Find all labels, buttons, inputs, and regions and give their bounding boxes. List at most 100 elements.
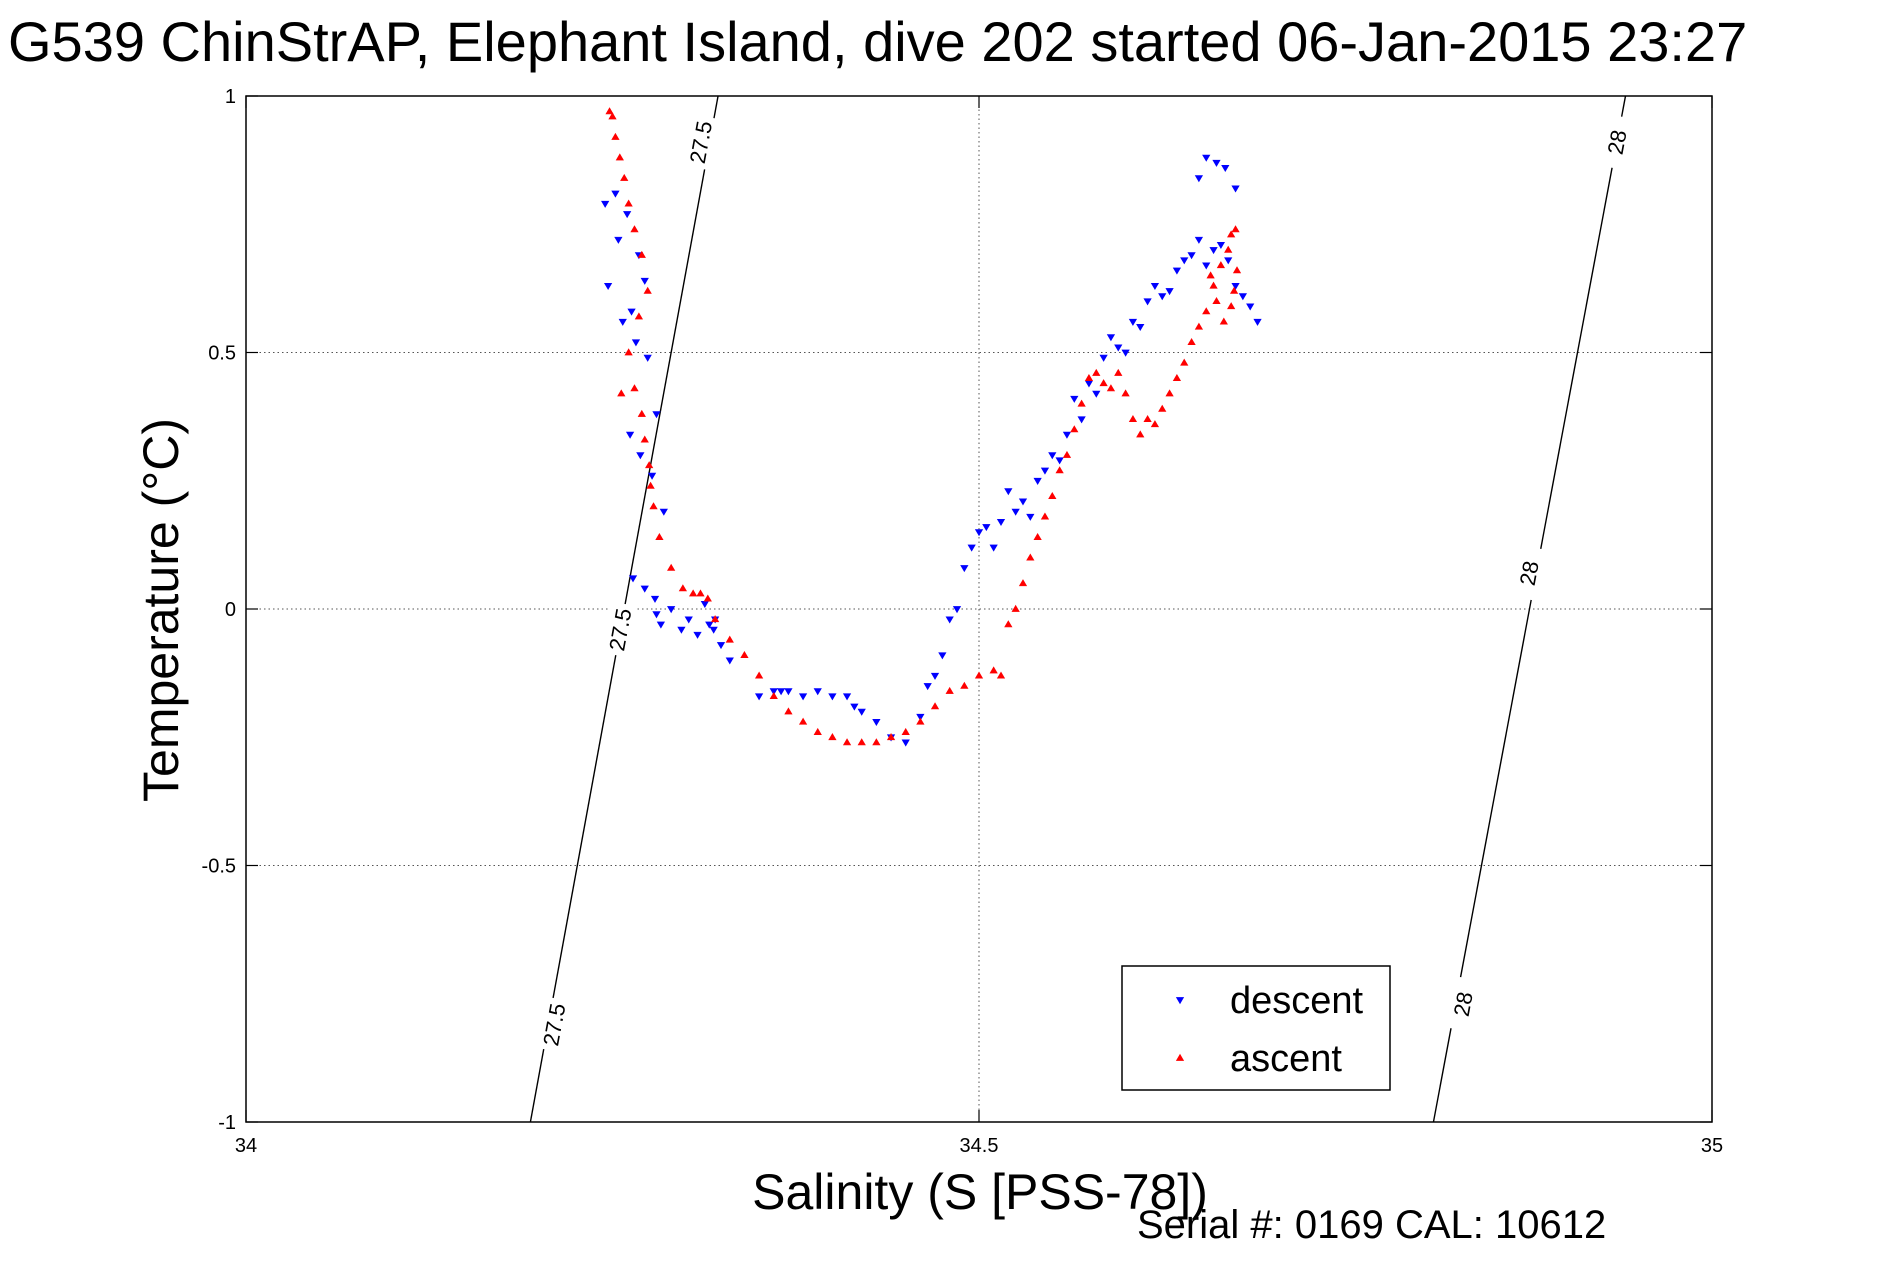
- descent-point: [754, 693, 764, 701]
- density-contour-labels: 27.5 27.5 27.5 28 28 28: [536, 114, 1635, 1053]
- descent-point: [1055, 457, 1064, 465]
- descent-point: [1062, 431, 1072, 439]
- ascent-point: [643, 286, 652, 294]
- descent-point: [1070, 395, 1079, 403]
- x-axis-label: Salinity (S [PSS-78]): [752, 1164, 1208, 1220]
- ascent-point: [1033, 532, 1042, 541]
- x-tick-label: 35: [1701, 1135, 1723, 1157]
- ascent-point: [857, 738, 866, 746]
- ascent-point: [1143, 414, 1152, 423]
- ascent-point: [813, 727, 822, 735]
- ascent-point: [608, 112, 617, 120]
- contour-label: 28: [1449, 990, 1478, 1019]
- ascent-point: [645, 461, 654, 469]
- descent-point: [1150, 282, 1160, 291]
- ascent-point: [667, 563, 676, 571]
- ascent-point: [620, 173, 629, 181]
- descent-point: [798, 693, 808, 701]
- contour-label-bg: [536, 996, 572, 1053]
- ascent-point: [1227, 302, 1236, 310]
- descent-point: [1048, 452, 1057, 460]
- x-tick-label: 34.5: [960, 1135, 999, 1157]
- descent-point: [938, 652, 947, 660]
- ascent-point: [974, 671, 984, 679]
- ascent-point: [1099, 379, 1108, 387]
- ascent-point: [1062, 450, 1072, 458]
- descent-point: [1092, 390, 1101, 398]
- descent-point: [982, 524, 991, 532]
- descent-point: [1004, 488, 1013, 496]
- descent-point: [967, 544, 976, 552]
- descent-point: [647, 472, 657, 480]
- descent-point: [652, 411, 661, 419]
- descent-point: [1187, 252, 1196, 260]
- ascent-point: [1077, 399, 1086, 407]
- legend-label-descent: descent: [1230, 980, 1364, 1022]
- y-tick-label: 1: [225, 86, 236, 108]
- descent-point: [901, 739, 910, 747]
- descent-point: [872, 719, 881, 727]
- ascent-point: [784, 707, 793, 715]
- descent-point: [1216, 241, 1226, 249]
- descent-point: [952, 606, 962, 614]
- ascent-point: [798, 717, 808, 725]
- contour-line-28: [1432, 96, 1627, 1122]
- descent-point: [974, 529, 984, 537]
- ascent-point: [640, 435, 649, 443]
- descent-point: [603, 282, 613, 291]
- descent-point: [1221, 165, 1230, 173]
- y-tick-label: -0.5: [202, 856, 236, 878]
- chart-title: G539 ChinStrAP, Elephant Island, dive 20…: [8, 10, 1748, 73]
- ascent-point: [754, 671, 764, 679]
- descent-point: [1253, 318, 1262, 326]
- descent-point: [705, 621, 714, 629]
- axis-ticks: 34 34.5 35 1 0.5 0 -0.5 -1: [202, 86, 1724, 1157]
- ascent-point: [842, 738, 852, 746]
- ascent-point: [1172, 373, 1182, 381]
- descent-point: [659, 508, 668, 516]
- descent-point: [1077, 416, 1086, 424]
- descent-point: [725, 657, 734, 665]
- descent-point: [1011, 508, 1020, 516]
- descent-point: [930, 672, 940, 680]
- descent-point: [650, 595, 660, 603]
- ascent-point: [1150, 420, 1160, 428]
- contour-label-bg: [1599, 114, 1635, 171]
- ascent-point: [1209, 281, 1218, 289]
- descent-point: [1158, 293, 1167, 301]
- ascent-point: [611, 132, 620, 140]
- descent-point: [1106, 334, 1116, 342]
- ascent-point: [1011, 604, 1020, 612]
- ascent-point: [630, 225, 639, 233]
- descent-point: [960, 565, 969, 573]
- contour-label-bg: [1511, 545, 1547, 602]
- y-tick-label: -1: [218, 1112, 236, 1134]
- ascent-point: [1084, 373, 1094, 381]
- y-tick-label: 0: [225, 599, 236, 621]
- descent-point: [850, 703, 859, 711]
- ascent-point: [1194, 322, 1204, 330]
- descent-point: [1136, 324, 1145, 332]
- descent-point: [945, 616, 954, 624]
- descent-point: [1172, 267, 1182, 275]
- descent-point: [1143, 298, 1152, 306]
- ascent-point: [1227, 230, 1236, 238]
- descent-point: [716, 642, 726, 650]
- ascent-point: [1018, 579, 1028, 587]
- legend-marker-descent: [1175, 997, 1185, 1005]
- ascent-point: [689, 589, 698, 597]
- ascent-point: [916, 717, 925, 725]
- ascent-point: [1114, 368, 1123, 376]
- descent-point: [1018, 498, 1028, 506]
- ascent-point: [1106, 384, 1116, 392]
- ascent-point: [996, 671, 1006, 679]
- ascent-point: [634, 312, 644, 320]
- ascent-point: [1212, 297, 1221, 305]
- descent-point: [1040, 467, 1050, 475]
- ascent-point: [1121, 389, 1130, 397]
- ascent-point: [1055, 466, 1064, 474]
- y-axis-label: Temperature (°C): [133, 418, 189, 802]
- ascent-point: [696, 589, 705, 597]
- descent-point: [1180, 257, 1189, 265]
